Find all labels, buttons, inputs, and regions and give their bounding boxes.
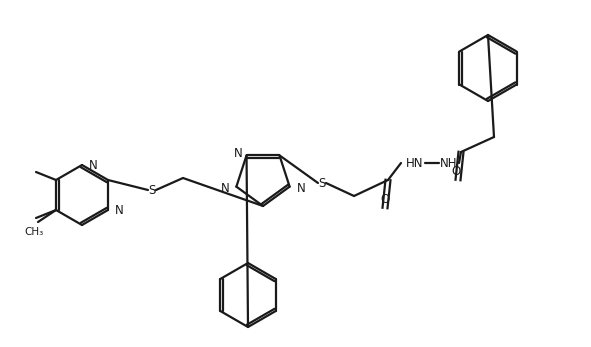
Text: CH₃: CH₃ [24,227,44,237]
Text: O: O [381,193,389,205]
Text: N: N [297,182,306,195]
Text: N: N [234,147,242,160]
Text: HN: HN [406,156,424,169]
Text: S: S [148,184,155,196]
Text: N: N [115,203,124,217]
Text: N: N [89,159,98,171]
Text: S: S [319,177,326,189]
Text: N: N [220,182,229,195]
Text: NH: NH [440,156,458,169]
Text: O: O [452,164,460,178]
